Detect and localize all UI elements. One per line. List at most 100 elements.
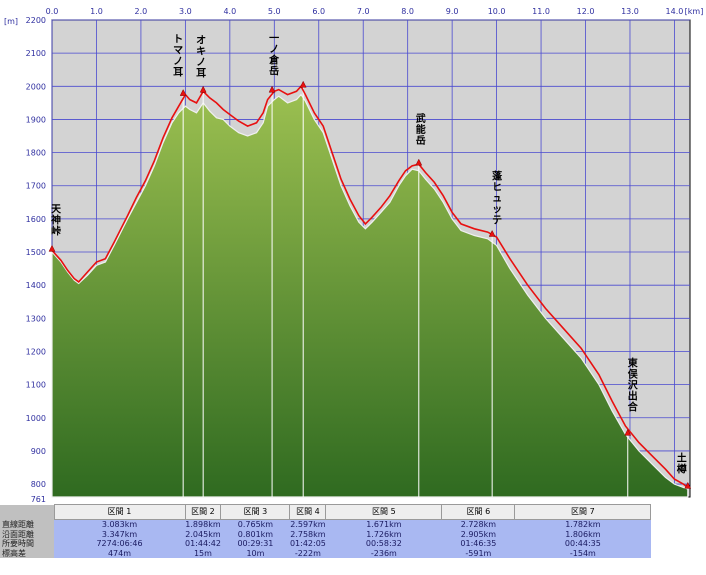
stats-value-cell: 7274:06:46	[54, 539, 185, 549]
waypoint-label: 沢	[628, 378, 639, 391]
x-tick-label: 11.0	[532, 7, 550, 16]
x-tick-label: 10.0	[488, 7, 506, 16]
waypoint-label: ノ	[196, 57, 206, 68]
stats-value-cell: -154m	[514, 548, 651, 558]
waypoint-marker	[179, 89, 187, 96]
y-tick-label: 1800	[26, 149, 46, 158]
y-tick-label: 800	[31, 480, 46, 489]
waypoint-label: ノ	[173, 57, 183, 68]
y-tick-label: 2200	[26, 16, 46, 25]
waypoint-label: 土	[677, 451, 687, 464]
stats-row-label: 直線距離	[0, 519, 54, 530]
waypoint-label: テ	[492, 214, 502, 226]
stats-value-cell: 2.758km	[289, 529, 326, 539]
waypoint-label: 神	[51, 213, 61, 226]
stats-value-cell: 474m	[54, 548, 185, 558]
x-tick-label: 5.0	[268, 7, 281, 16]
x-tick-label: 0.0	[46, 7, 59, 16]
waypoint-label: マ	[173, 46, 183, 57]
x-tick-label: 14.0	[666, 7, 684, 16]
waypoint-label: 合	[627, 400, 639, 413]
waypoint-label: 耳	[196, 67, 206, 79]
waypoint-marker	[299, 80, 307, 88]
waypoint-label: 俣	[627, 367, 639, 380]
stats-row-label: 沿面距離	[0, 529, 54, 539]
stats-value-cell: 15m	[185, 548, 221, 558]
y-tick-label: 2000	[26, 82, 46, 91]
x-tick-label: 6.0	[312, 7, 325, 16]
section-stats-table: 区間 1 区間 2 区間 3 区間 4 区間 5 区間 6 区間 7 直線距離 3.083km 1…	[0, 504, 652, 558]
stats-value-cell: 1.898km	[185, 519, 221, 530]
waypoint-label: 東	[628, 356, 638, 369]
waypoint-marker	[48, 244, 56, 252]
waypoint-label: 樽	[677, 462, 687, 475]
waypoint-label: 岳	[416, 134, 426, 147]
section-header: 区間 3	[220, 504, 291, 520]
terrain-area	[51, 93, 689, 498]
x-tick-label: 4.0	[223, 7, 236, 16]
stats-value-cell: 0.801km	[220, 529, 290, 539]
x-tick-label: 13.0	[621, 7, 639, 16]
y-tick-label: 1900	[26, 115, 46, 124]
stats-value-cell: 2.728km	[441, 519, 515, 530]
section-header: 区間 6	[441, 504, 516, 520]
stats-value-cell: 01:46:35	[441, 539, 515, 549]
waypoint-label: ッ	[492, 204, 502, 215]
section-header: 区間 1	[53, 504, 186, 520]
waypoint-label: ヒ	[492, 181, 502, 193]
stats-value-cell: 1.671km	[325, 519, 442, 530]
stats-value-cell: 00:58:32	[325, 539, 442, 549]
waypoint-label: 峠	[51, 224, 61, 237]
waypoint-marker	[684, 481, 692, 489]
waypoint-marker	[488, 229, 496, 237]
stats-row-label: 標高差	[0, 548, 54, 558]
section-header: 区間 7	[514, 504, 652, 520]
x-tick-label: 7.0	[357, 7, 370, 16]
elevation-chart: 0.0 1.0 2.0 3.0 4.0 5.0 6.0 7.0 8.0 9.0 10.0 11.0 12…	[4, 7, 703, 504]
route-line	[51, 84, 689, 489]
waypoint-label: 一	[269, 33, 279, 44]
waypoint-label: ノ	[269, 44, 279, 55]
section-header: 区間 2	[184, 504, 222, 520]
x-tick-label: 8.0	[401, 7, 414, 16]
waypoint-label: 倉	[268, 53, 280, 66]
stats-value-cell: 1.782km	[514, 519, 651, 530]
waypoint-label: キ	[196, 45, 206, 57]
stats-value-cell: -591m	[441, 548, 515, 558]
x-tick-label: 2.0	[135, 7, 148, 16]
stats-value-cell: 10m	[220, 548, 290, 558]
stats-value-cell: 2.905km	[441, 529, 515, 539]
waypoint-label: 岳	[269, 64, 279, 77]
y-tick-label: 900	[31, 447, 46, 456]
stats-value-cell: 00:44:35	[514, 539, 651, 549]
stats-value-cell: 1.806km	[514, 529, 651, 539]
x-tick-label: 1.0	[90, 7, 103, 16]
y-tick-label: 1200	[26, 347, 46, 356]
waypoint-marker	[415, 158, 423, 166]
y-min-label: 761	[31, 495, 46, 504]
stats-row-label: 所要時間	[0, 539, 54, 549]
stats-value-cell: 2.045km	[185, 529, 221, 539]
stats-corner	[0, 504, 54, 520]
stats-value-cell: 01:42:05	[289, 539, 326, 549]
y-tick-label: 1000	[26, 414, 46, 423]
waypoint-label: ト	[173, 34, 183, 46]
waypoint-label: 出	[628, 389, 638, 402]
stats-value-cell: 00:29:31	[220, 539, 290, 549]
stats-value-cell: 1.726km	[325, 529, 442, 539]
waypoint-label: ュ	[492, 193, 502, 204]
waypoint-marker	[199, 85, 207, 93]
stats-value-cell: 01:44:42	[185, 539, 221, 549]
stats-value-cell: 3.347km	[54, 529, 185, 539]
stats-value-cell: 3.083km	[54, 519, 185, 530]
waypoint-label: 天	[51, 203, 62, 215]
stats-value-cell: 0.765km	[220, 519, 290, 530]
x-tick-label: 12.0	[577, 7, 595, 16]
waypoint-marker	[624, 428, 632, 436]
y-tick-label: 1100	[26, 381, 46, 390]
waypoint-label: 武	[416, 112, 426, 125]
waypoint-label: 能	[416, 123, 426, 136]
x-tick-label: 3.0	[179, 7, 192, 16]
y-tick-label: 1400	[26, 281, 46, 290]
